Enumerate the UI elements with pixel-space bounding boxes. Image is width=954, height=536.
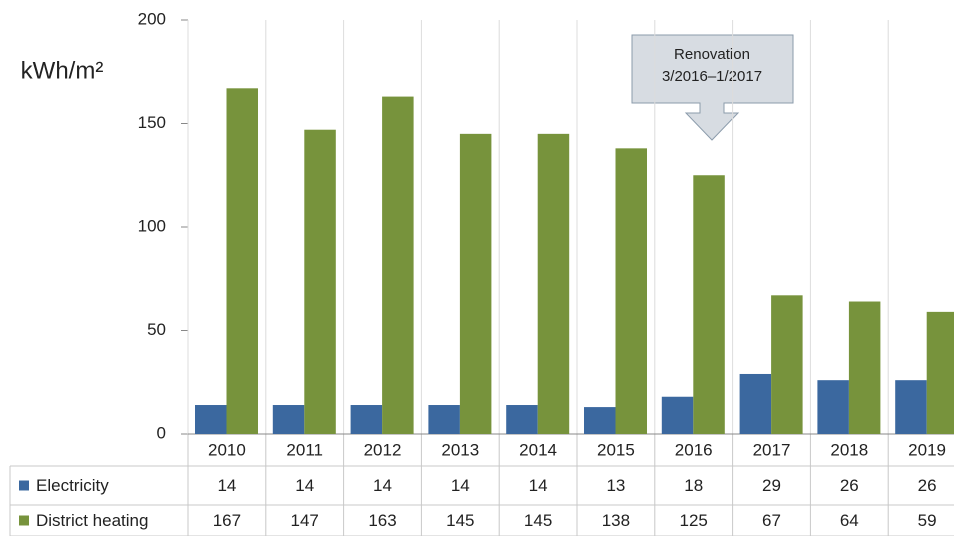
bar xyxy=(226,88,258,434)
bar xyxy=(926,311,954,434)
table-value: 125 xyxy=(680,511,708,530)
bar xyxy=(739,373,772,434)
table-value: 13 xyxy=(606,476,625,495)
bar xyxy=(693,175,725,434)
bar xyxy=(848,301,881,434)
table-value: 138 xyxy=(602,511,630,530)
y-tick-label: 100 xyxy=(138,216,166,235)
table-value: 59 xyxy=(918,511,937,530)
y-tick-label: 200 xyxy=(138,9,166,28)
table-value: 167 xyxy=(213,511,241,530)
bar xyxy=(584,407,616,434)
bar xyxy=(459,133,492,434)
bar xyxy=(771,295,803,434)
table-value: 26 xyxy=(918,476,937,495)
x-tick-label: 2012 xyxy=(364,440,402,459)
bar xyxy=(817,380,849,434)
table-value: 29 xyxy=(762,476,781,495)
bar xyxy=(895,380,927,434)
table-value: 147 xyxy=(291,511,319,530)
table-value: 14 xyxy=(217,476,236,495)
x-tick-label: 2015 xyxy=(597,440,635,459)
y-tick-label: 50 xyxy=(147,320,166,339)
table-value: 14 xyxy=(373,476,392,495)
table-value: 14 xyxy=(529,476,548,495)
x-tick-label: 2017 xyxy=(753,440,791,459)
y-tick-label: 0 xyxy=(157,423,166,442)
bar xyxy=(537,133,570,434)
x-tick-label: 2013 xyxy=(441,440,479,459)
annotation-callout xyxy=(631,34,794,141)
x-tick-label: 2018 xyxy=(830,440,868,459)
table-value: 64 xyxy=(840,511,859,530)
x-tick-label: 2011 xyxy=(286,440,323,459)
x-tick-label: 2016 xyxy=(675,440,713,459)
annotation-text: 3/2016–1/2017 xyxy=(662,68,762,85)
x-tick-label: 2014 xyxy=(519,440,557,459)
table-value: 18 xyxy=(684,476,703,495)
legend-swatch xyxy=(19,515,29,526)
x-tick-label: 2010 xyxy=(208,440,246,459)
table-value: 145 xyxy=(446,511,474,530)
table-value: 14 xyxy=(451,476,470,495)
annotation-text: Renovation xyxy=(674,46,750,63)
table-value: 26 xyxy=(840,476,859,495)
table-value: 145 xyxy=(524,511,552,530)
bar xyxy=(195,405,227,434)
legend-swatch xyxy=(19,480,29,491)
bar xyxy=(350,405,383,434)
bar xyxy=(382,96,414,434)
y-tick-label: 150 xyxy=(138,113,166,132)
table-value: 163 xyxy=(368,511,396,530)
bar xyxy=(615,148,647,434)
bar xyxy=(272,405,305,434)
y-axis-label: kWh/m² xyxy=(21,57,104,84)
x-tick-label: 2019 xyxy=(908,440,946,459)
table-value: 67 xyxy=(762,511,781,530)
legend-label: Electricity xyxy=(36,476,109,495)
table-value: 14 xyxy=(295,476,314,495)
bar xyxy=(661,396,694,434)
bar xyxy=(304,129,336,434)
bar xyxy=(506,405,538,434)
bar xyxy=(428,405,460,434)
legend-label: District heating xyxy=(36,511,148,530)
